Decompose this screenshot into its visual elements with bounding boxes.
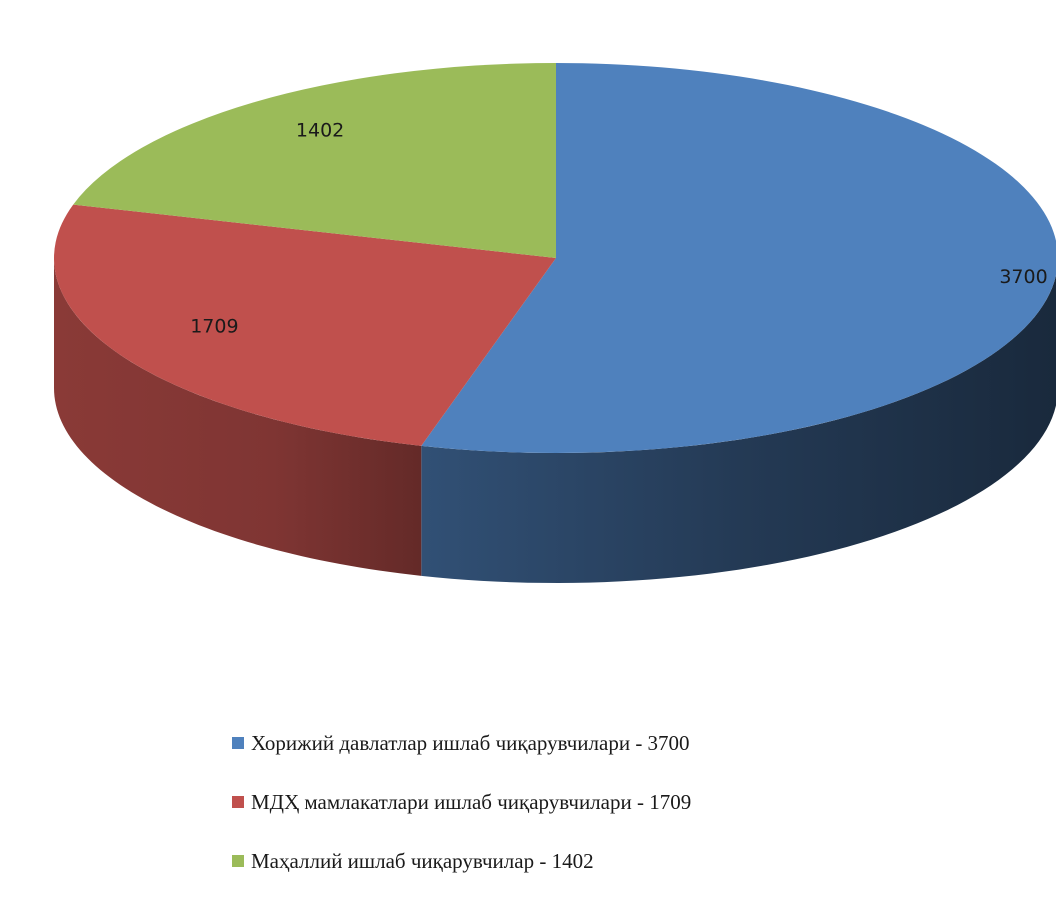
pie-side-foreign bbox=[421, 275, 1056, 583]
legend-swatch-cis bbox=[232, 796, 244, 808]
pie-chart: 3700 1709 1402 Хорижий давлатлар ишлаб чиқ… bbox=[54, 63, 1056, 873]
legend-item-foreign: Хорижий давлатлар ишлаб чиқарувчилари - … bbox=[232, 730, 1032, 756]
legend-label-local: Маҳаллий ишлаб чиқарувчилар - 1402 bbox=[251, 848, 594, 873]
legend: Хорижий давлатлар ишлаб чиқарувчилари - … bbox=[232, 730, 1032, 907]
legend-label-cis: МДҲ мамлакатлари ишлаб чиқарувчилари - 1… bbox=[251, 789, 692, 814]
pie-slice-cis bbox=[54, 204, 556, 446]
pie-slice-foreign bbox=[421, 63, 1056, 453]
data-label-cis: 1709 bbox=[190, 315, 238, 337]
legend-label-foreign: Хорижий давлатлар ишлаб чиқарувчилари - … bbox=[251, 730, 690, 755]
pie-sides bbox=[54, 258, 1056, 583]
pie-data-labels: 3700 1709 1402 bbox=[190, 120, 1047, 338]
pie-tops bbox=[54, 63, 1056, 453]
pie-slice-local bbox=[73, 63, 556, 258]
legend-item-cis: МДҲ мамлакатлари ишлаб чиқарувчилари - 1… bbox=[232, 789, 1032, 815]
legend-item-local: Маҳаллий ишлаб чиқарувчилар - 1402 bbox=[232, 848, 1032, 874]
pie-side-cis bbox=[54, 258, 422, 576]
legend-swatch-foreign bbox=[232, 737, 244, 749]
legend-swatch-local bbox=[232, 855, 244, 867]
data-label-local: 1402 bbox=[296, 120, 344, 142]
data-label-foreign: 3700 bbox=[999, 266, 1047, 288]
pie-chart-plot: 3700 1709 1402 bbox=[54, 63, 1056, 583]
